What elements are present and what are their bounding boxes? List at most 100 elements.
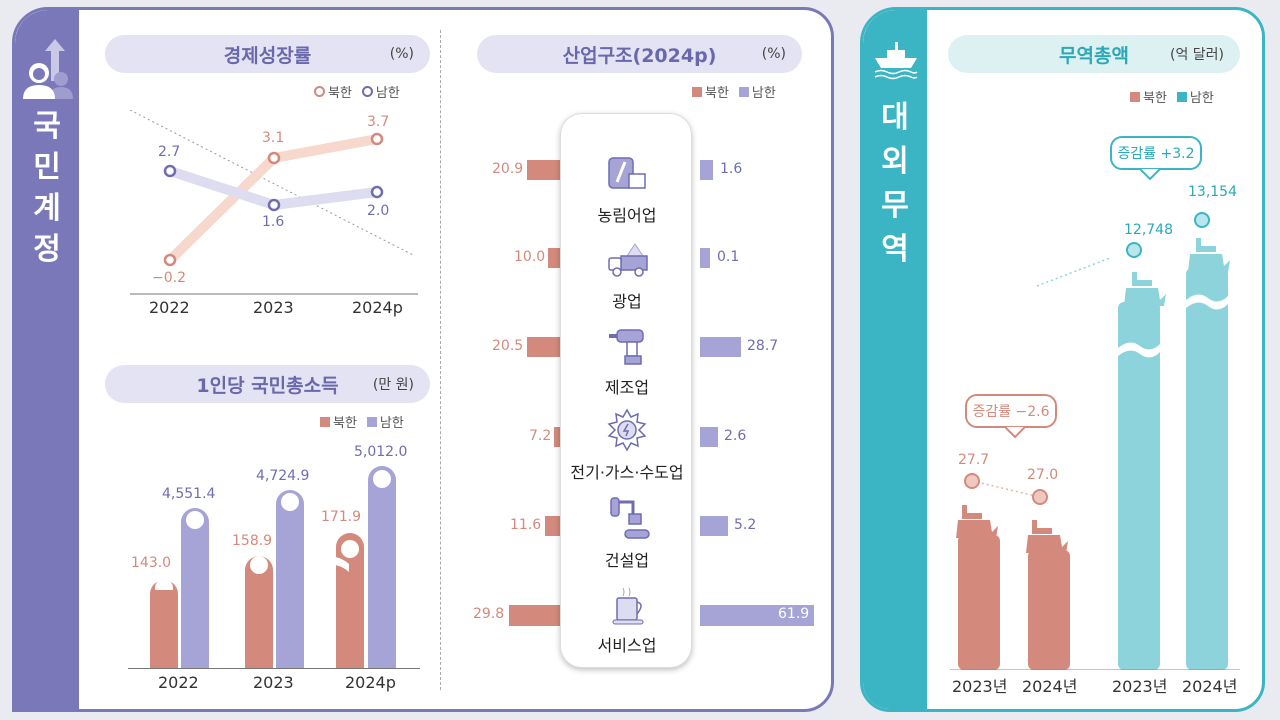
legend-south: 남한 bbox=[1189, 91, 1214, 106]
section-divider bbox=[440, 30, 441, 690]
gni-north-bar-2022 bbox=[150, 580, 178, 668]
gni-north-2023: 158.9 bbox=[232, 533, 273, 549]
south-swatch-icon bbox=[738, 86, 749, 97]
industry-south-bar-agriculture bbox=[700, 160, 713, 180]
north-swatch-icon bbox=[1130, 91, 1140, 102]
growth-north-2022: −0.2 bbox=[152, 270, 186, 286]
north-change-bubble: 증감률 −2.6 bbox=[965, 394, 1057, 428]
industry-name-mining: 광업 bbox=[612, 292, 642, 311]
legend-north: 북한 bbox=[1143, 91, 1167, 106]
south-swatch-icon bbox=[1176, 91, 1187, 102]
south-change-bubble: 증감률 +3.2 bbox=[1110, 136, 1202, 170]
trade-unit: (억 달러) bbox=[1169, 47, 1224, 63]
industry-south-bar-manufacturing bbox=[700, 337, 741, 357]
trade-legend: 북한 남한 bbox=[1130, 87, 1214, 106]
legend-north: 북한 bbox=[705, 86, 729, 101]
industry-south-manufacturing: 28.7 bbox=[747, 338, 779, 354]
agriculture-icon bbox=[608, 157, 646, 189]
gni-year-2023: 2023 bbox=[253, 673, 294, 692]
trade-north-2024-value: 27.0 bbox=[1027, 467, 1059, 483]
growth-south-2022: 2.7 bbox=[158, 144, 181, 160]
industry-south-mining: 0.1 bbox=[717, 249, 740, 265]
trade-north-2023-value: 27.7 bbox=[958, 452, 990, 468]
coffee-cup-icon bbox=[612, 587, 644, 625]
gni-south-2023: 4,724.9 bbox=[256, 468, 310, 484]
gni-legend: 북한 남한 bbox=[320, 412, 404, 431]
foreign-trade-title: 대 외 무 역 bbox=[881, 100, 909, 267]
construction-robot-icon bbox=[610, 497, 650, 539]
south-swatch-icon bbox=[366, 416, 377, 427]
industry-unit: (%) bbox=[761, 46, 786, 62]
industry-south-construction: 5.2 bbox=[734, 517, 757, 533]
industry-north-construction: 11.6 bbox=[510, 517, 542, 533]
gni-north-2022: 143.0 bbox=[131, 555, 172, 571]
mining-truck-icon bbox=[608, 243, 648, 277]
industry-south-bar-utilities bbox=[700, 427, 718, 447]
industry-north-agriculture: 20.9 bbox=[492, 161, 524, 177]
gni-south-bar-2023 bbox=[276, 490, 304, 668]
growth-south-2024: 2.0 bbox=[367, 203, 390, 219]
industry-name-utilities: 전기·가스·수도업 bbox=[570, 463, 684, 482]
trade-north-year-2023: 2023년 bbox=[952, 677, 1008, 696]
gni-north-bar-2023 bbox=[245, 556, 273, 668]
legend-south: 남한 bbox=[379, 416, 404, 431]
power-sun-icon bbox=[607, 408, 647, 452]
industry-north-utilities: 7.2 bbox=[529, 428, 552, 444]
trade-ship-bars bbox=[950, 212, 1240, 670]
trade-title-pill: 무역총액 (억 달러) bbox=[948, 35, 1240, 73]
industry-category-card: 농림어업 광업 제조업 전기·가스·수도업 건설업 서비스업 bbox=[560, 113, 692, 668]
gni-year-2024: 2024p bbox=[345, 673, 396, 692]
industry-south-utilities: 2.6 bbox=[724, 428, 747, 444]
growth-title: 경제성장률 bbox=[223, 44, 312, 67]
trade-north-year-2024: 2024년 bbox=[1022, 677, 1078, 696]
trade-south-year-2023: 2023년 bbox=[1112, 677, 1168, 696]
national-accounts-title: 국 민 계 정 bbox=[33, 109, 61, 267]
gni-north-2024: 171.9 bbox=[321, 509, 362, 525]
gni-axis bbox=[128, 668, 420, 669]
industry-north-mining: 10.0 bbox=[514, 249, 546, 265]
legend-south: 남한 bbox=[375, 86, 400, 101]
industry-south-bar-construction bbox=[700, 516, 728, 536]
growth-legend: 북한 남한 bbox=[314, 82, 400, 101]
drill-icon bbox=[609, 329, 644, 365]
gni-title-pill: 1인당 국민총소득 (만 원) bbox=[105, 365, 430, 403]
industry-name-manufacturing: 제조업 bbox=[604, 378, 650, 397]
legend-north: 북한 bbox=[328, 86, 352, 101]
industry-title: 산업구조(2024p) bbox=[562, 44, 717, 67]
north-swatch-icon bbox=[692, 86, 702, 97]
growth-north-2023: 3.1 bbox=[262, 130, 285, 146]
gni-coin-icons bbox=[155, 470, 391, 590]
gni-unit: (만 원) bbox=[372, 377, 414, 393]
industry-name-services: 서비스업 bbox=[597, 636, 657, 655]
national-accounts-panel: 국 민 계 정 bbox=[12, 7, 834, 712]
bubble-tail-icon bbox=[1140, 169, 1160, 181]
growth-line-chart bbox=[129, 110, 418, 295]
gni-title: 1인당 국민총소득 bbox=[196, 374, 339, 397]
bubble-tail-icon bbox=[1005, 427, 1025, 439]
gni-south-2022: 4,551.4 bbox=[162, 486, 216, 502]
legend-south: 남한 bbox=[751, 86, 776, 101]
growth-year-2022: 2022 bbox=[149, 298, 190, 317]
foreign-trade-sidebar: 대 외 무 역 bbox=[863, 10, 927, 709]
trade-south-2023-value: 12,748 bbox=[1124, 222, 1173, 238]
industry-south-bar-mining bbox=[700, 248, 710, 268]
industry-name-construction: 건설업 bbox=[604, 551, 650, 570]
industry-name-agriculture: 농림어업 bbox=[597, 206, 657, 225]
growth-south-2023: 1.6 bbox=[262, 214, 285, 230]
industry-north-services: 29.8 bbox=[473, 606, 505, 622]
growth-year-2023: 2023 bbox=[253, 298, 294, 317]
industry-legend: 북한 남한 bbox=[692, 82, 776, 101]
person-growth-icon bbox=[23, 39, 73, 99]
gni-south-bar-2022 bbox=[181, 508, 209, 668]
trade-title: 무역총액 bbox=[1059, 44, 1129, 67]
north-swatch-icon bbox=[320, 416, 330, 427]
growth-unit: (%) bbox=[389, 46, 414, 62]
growth-year-2024: 2024p bbox=[352, 298, 403, 317]
national-accounts-sidebar: 국 민 계 정 bbox=[15, 10, 79, 709]
legend-north: 북한 bbox=[333, 416, 357, 431]
trade-south-year-2024: 2024년 bbox=[1182, 677, 1238, 696]
industry-title-pill: 산업구조(2024p) (%) bbox=[477, 35, 802, 73]
growth-north-2024: 3.7 bbox=[367, 114, 390, 130]
gni-year-2022: 2022 bbox=[158, 673, 199, 692]
industry-south-bar-services bbox=[700, 605, 814, 626]
